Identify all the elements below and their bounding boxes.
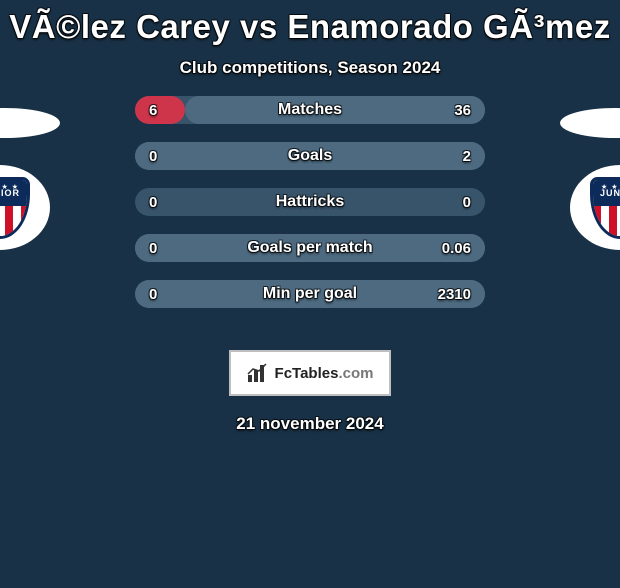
stat-label: Hattricks: [135, 188, 485, 216]
stat-value-right: 36: [454, 96, 471, 124]
crest-shield: JUNIOR ★ ★ ★ ★: [590, 177, 620, 239]
date-stamp: 21 november 2024: [0, 414, 620, 434]
page-subtitle: Club competitions, Season 2024: [0, 58, 620, 78]
player1-club-crest: JUNIOR ★ ★ ★ ★: [0, 165, 50, 250]
player2-club-crest: JUNIOR ★ ★ ★ ★: [570, 165, 620, 250]
brand-text: FcTables.com: [275, 365, 374, 382]
stat-label: Min per goal: [135, 280, 485, 308]
player2-photo-placeholder: [560, 108, 620, 138]
stat-value-left: 0: [149, 280, 157, 308]
comparison-arena: JUNIOR ★ ★ ★ ★ JUNIOR ★ ★ ★ ★ Matches636…: [0, 108, 620, 338]
brand-watermark: FcTables.com: [229, 350, 391, 396]
stat-label: Goals per match: [135, 234, 485, 262]
bars-icon: [247, 363, 269, 383]
stat-value-right: 2310: [438, 280, 471, 308]
stat-value-left: 6: [149, 96, 157, 124]
stat-value-left: 0: [149, 142, 157, 170]
stat-row: Goals per match0 0.06: [135, 234, 485, 262]
stat-row: Min per goal0 2310: [135, 280, 485, 308]
stat-label: Goals: [135, 142, 485, 170]
stat-row: Hattricks0 0: [135, 188, 485, 216]
crest-shield: JUNIOR ★ ★ ★ ★: [0, 177, 30, 239]
stat-value-left: 0: [149, 188, 157, 216]
player1-photo-placeholder: [0, 108, 60, 138]
stat-label: Matches: [135, 96, 485, 124]
stat-value-left: 0: [149, 234, 157, 262]
stat-value-right: 0.06: [442, 234, 471, 262]
stat-rows: Matches636Goals02Hattricks00Goals per ma…: [135, 96, 485, 326]
stat-value-right: 0: [463, 188, 471, 216]
page-title: VÃ©lez Carey vs Enamorado GÃ³mez: [0, 8, 620, 46]
stat-row: Goals0 2: [135, 142, 485, 170]
stat-row: Matches6 36: [135, 96, 485, 124]
stat-value-right: 2: [463, 142, 471, 170]
